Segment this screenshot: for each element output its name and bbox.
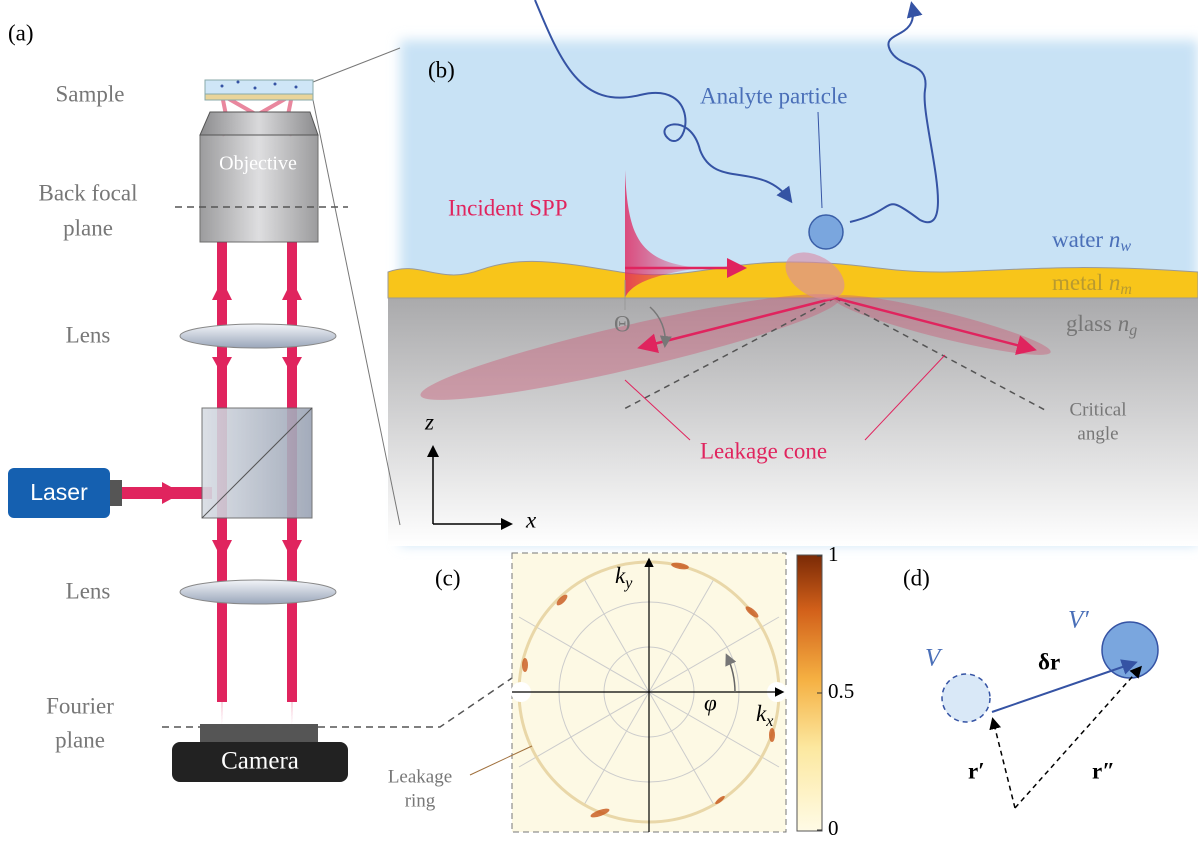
glass-region (388, 296, 1198, 546)
volume-v-prime (1101, 621, 1159, 679)
symbol: k (615, 563, 626, 588)
panel-label: (c) (435, 565, 461, 590)
medium-name: glass (1066, 311, 1112, 336)
v-label: V (925, 645, 943, 672)
ring-label: Leakage (388, 766, 452, 787)
medium-name: water (1052, 227, 1103, 252)
critical-angle-label: angle (1077, 423, 1118, 444)
r-prime-label: r′ (968, 758, 985, 783)
analyte-label: Analyte particle (700, 83, 848, 108)
camera-sensor (200, 724, 318, 744)
objective-label: Objective (219, 153, 297, 175)
metal-label: metal nm (1052, 270, 1132, 297)
sample-label: Sample (56, 81, 125, 106)
r-double-prime-vector (1014, 665, 1142, 809)
objective (199, 134, 319, 243)
delta-r-label: δr (1038, 649, 1060, 674)
water-label: water nw (1052, 227, 1131, 254)
subscript: w (1120, 238, 1131, 255)
spp-profile (625, 170, 700, 298)
back-focal-label: Back focal (39, 180, 138, 205)
medium-name: metal (1052, 270, 1103, 295)
leader-line (817, 111, 823, 209)
axis-label: x (525, 507, 537, 532)
ky-label: ky (615, 563, 633, 591)
leakage-lobe (420, 294, 840, 400)
subscript: x (765, 713, 773, 730)
splitter-diagonal (201, 407, 313, 519)
leakage-cone-label: Leakage cone (700, 438, 827, 463)
camera-label: Camera (221, 748, 299, 775)
camera (172, 742, 348, 782)
colorbar-tick-label: 0.5 (828, 679, 854, 703)
critical-line (834, 297, 1046, 411)
subscript: m (1120, 281, 1132, 298)
symbol: n (1109, 270, 1121, 295)
colorbar-tick-label: 0 (828, 816, 839, 840)
panel-a: (a) Sample Objective Back focal plane Le… (8, 20, 513, 782)
ring-hotspots (522, 562, 775, 818)
laser (8, 468, 110, 518)
glass-label: glass ng (1066, 311, 1137, 338)
critical-line (621, 297, 836, 411)
leader-line (864, 354, 946, 441)
critical-angle-label: Critical (1070, 399, 1127, 420)
r-prime-vector (989, 717, 1016, 809)
lens (179, 579, 337, 605)
ring-label: ring (405, 790, 436, 811)
subscript: g (1129, 322, 1137, 339)
fourier-label: Fourier (46, 693, 114, 718)
panel-label: (b) (428, 57, 455, 82)
panel-c: (c) ky kx φ Leakage ring (388, 552, 823, 833)
angle-arc (649, 306, 672, 348)
laser-port (110, 480, 122, 506)
kx-label: kx (756, 701, 773, 729)
leader-line (624, 379, 691, 441)
beam-arrows (162, 280, 302, 560)
trajectory-in (534, 0, 793, 204)
symbol: n (1109, 227, 1121, 252)
sample-substrate (204, 93, 314, 101)
lens-label: Lens (66, 578, 111, 603)
fourier-label: plane (55, 727, 105, 752)
r-double-prime-label: r″ (1092, 758, 1115, 783)
volume-v (941, 673, 991, 723)
scatter-lobe (785, 252, 845, 300)
sample-particles (220, 80, 298, 90)
trajectory-out (849, 1, 939, 224)
colorbar-tick-label: 1 (828, 542, 839, 566)
theta-label: Θ (614, 311, 631, 336)
panel-label: (a) (8, 20, 34, 45)
leader-line (469, 745, 533, 776)
laser-label: Laser (30, 479, 88, 505)
back-focal-label: plane (63, 215, 113, 240)
analyte-particle (808, 214, 844, 250)
leakage-arrow (637, 296, 836, 354)
symbol: n (1118, 311, 1130, 336)
axis-label: z (424, 409, 434, 434)
objective-top (199, 111, 319, 136)
panel-label: (d) (903, 565, 930, 590)
phi-arc (725, 653, 737, 693)
displacement (991, 659, 1138, 713)
lens-label: Lens (66, 322, 111, 347)
phi-label: φ (704, 690, 717, 715)
zoom-line (312, 99, 401, 526)
subscript: y (623, 575, 633, 592)
panel-d: (d) V V′ δr r′ r″ (903, 565, 1159, 809)
spp-label: Incident SPP (448, 195, 567, 220)
v-prime-label: V′ (1068, 607, 1089, 634)
fourier-line (162, 677, 513, 728)
symbol: k (756, 701, 767, 726)
zoom-line (312, 47, 401, 83)
lens (179, 323, 337, 349)
leakage-arrow (834, 296, 1037, 355)
panel-b: (b) Analyte particle Incident SPP water … (387, 0, 1198, 546)
